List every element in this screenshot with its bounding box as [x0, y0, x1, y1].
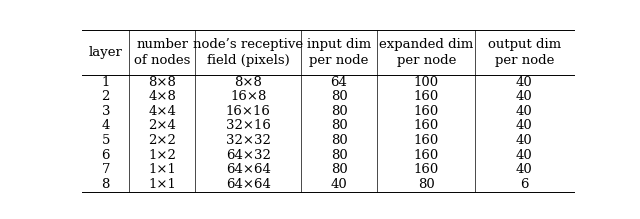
Text: 2: 2	[102, 90, 110, 103]
Text: 160: 160	[413, 163, 439, 176]
Text: number
of nodes: number of nodes	[134, 38, 191, 67]
Text: 64×64: 64×64	[226, 163, 271, 176]
Text: 80: 80	[331, 163, 348, 176]
Text: 80: 80	[331, 90, 348, 103]
Text: 64×32: 64×32	[226, 149, 271, 162]
Text: 7: 7	[102, 163, 110, 176]
Text: 32×32: 32×32	[226, 134, 271, 147]
Text: 40: 40	[516, 134, 532, 147]
Text: 40: 40	[516, 90, 532, 103]
Text: 4×4: 4×4	[148, 105, 176, 118]
Text: 5: 5	[102, 134, 110, 147]
Text: 1: 1	[102, 76, 110, 89]
Text: 80: 80	[331, 134, 348, 147]
Text: 1×2: 1×2	[148, 149, 176, 162]
Text: 16×16: 16×16	[226, 105, 271, 118]
Text: 4×8: 4×8	[148, 90, 176, 103]
Text: input dim
per node: input dim per node	[307, 38, 371, 67]
Text: 64: 64	[331, 76, 348, 89]
Text: 1×1: 1×1	[148, 163, 176, 176]
Text: expanded dim
per node: expanded dim per node	[379, 38, 474, 67]
Text: layer: layer	[89, 46, 123, 59]
Text: 4: 4	[102, 120, 110, 132]
Text: 1×1: 1×1	[148, 178, 176, 191]
Text: 8×8: 8×8	[148, 76, 176, 89]
Text: 2×4: 2×4	[148, 120, 176, 132]
Text: 16×8: 16×8	[230, 90, 266, 103]
Text: 40: 40	[516, 149, 532, 162]
Text: 40: 40	[516, 105, 532, 118]
Text: 32×16: 32×16	[226, 120, 271, 132]
Text: 6: 6	[102, 149, 110, 162]
Text: node’s receptive
field (pixels): node’s receptive field (pixels)	[193, 38, 303, 67]
Text: 2×2: 2×2	[148, 134, 176, 147]
Text: 80: 80	[418, 178, 435, 191]
Text: 80: 80	[331, 120, 348, 132]
Text: 160: 160	[413, 90, 439, 103]
Text: 64×64: 64×64	[226, 178, 271, 191]
Text: 8×8: 8×8	[234, 76, 262, 89]
Text: output dim
per node: output dim per node	[488, 38, 561, 67]
Text: 8: 8	[102, 178, 110, 191]
Text: 80: 80	[331, 149, 348, 162]
Text: 160: 160	[413, 105, 439, 118]
Text: 160: 160	[413, 134, 439, 147]
Text: 40: 40	[516, 163, 532, 176]
Text: 160: 160	[413, 149, 439, 162]
Text: 40: 40	[331, 178, 348, 191]
Text: 80: 80	[331, 105, 348, 118]
Text: 160: 160	[413, 120, 439, 132]
Text: 3: 3	[102, 105, 110, 118]
Text: 40: 40	[516, 76, 532, 89]
Text: 40: 40	[516, 120, 532, 132]
Text: 6: 6	[520, 178, 529, 191]
Text: 100: 100	[413, 76, 439, 89]
